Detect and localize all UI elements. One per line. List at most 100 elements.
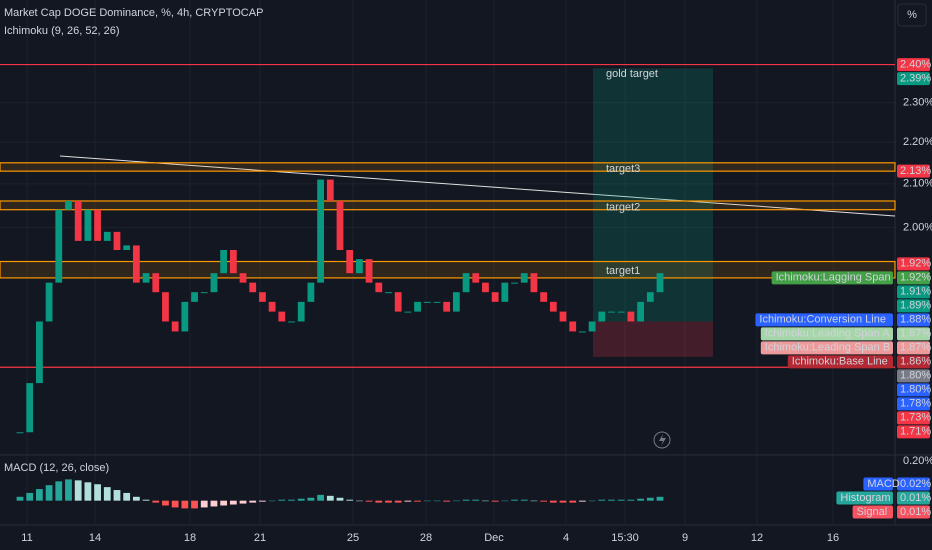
candle [249, 282, 257, 293]
x-tick-label: 25 [347, 532, 359, 544]
macd-histogram-bar [200, 500, 208, 508]
price-tag-label: 1.78% [900, 398, 931, 410]
candle [627, 311, 635, 322]
macd-histogram-bar [501, 500, 509, 502]
scale-unit: % [907, 9, 917, 21]
macd-histogram-bar [123, 492, 131, 501]
candle [501, 282, 509, 302]
price-tag [897, 313, 930, 327]
candle [365, 259, 373, 283]
price-tag [897, 58, 930, 72]
price-tag [897, 369, 930, 383]
x-tick-label: 15:30 [611, 532, 639, 544]
x-tick-label: 18 [184, 532, 196, 544]
price-tag [897, 383, 930, 397]
series-name-label: Ichimoku:Leading Span B [765, 342, 890, 354]
series-name-tag [863, 477, 893, 491]
price-tag [897, 491, 930, 505]
level-band [0, 200, 896, 211]
y-tick-label: 2.20% [903, 136, 932, 148]
series-name-tag [787, 355, 893, 369]
macd-histogram-bar [462, 499, 470, 501]
macd-histogram-bar [132, 496, 140, 501]
candle [200, 292, 208, 294]
scale-button[interactable] [897, 3, 927, 27]
candle [326, 179, 334, 201]
candle [608, 311, 615, 313]
price-tag [897, 327, 930, 341]
price-tag-label: 1.89% [900, 300, 931, 312]
price-tag-label: 0.02% [900, 478, 931, 490]
price-tag [897, 477, 930, 491]
series-name-label: Ichimoku:Leading Span A [765, 328, 890, 340]
alert-icon[interactable] [653, 431, 671, 449]
series-name-tag [852, 505, 893, 519]
candle [414, 301, 421, 312]
macd-histogram-bar [472, 499, 480, 501]
price-tag-label: 1.92% [900, 258, 931, 270]
annotation: target3 [606, 163, 640, 175]
macd-histogram-bar [307, 497, 315, 501]
price-tag [897, 411, 930, 425]
macd-histogram-bar [142, 499, 150, 501]
macd-histogram-bar [191, 500, 198, 509]
macd-histogram-bar [268, 500, 276, 502]
macd-histogram-bar [588, 500, 596, 502]
macd-histogram-bar [637, 498, 644, 501]
macd-histogram-bar [443, 500, 451, 502]
candle [579, 331, 586, 333]
series-name-tag [771, 271, 893, 285]
macd-histogram-bar [152, 500, 160, 503]
candle [55, 209, 63, 283]
x-tick-label: 14 [89, 532, 101, 544]
candle [317, 179, 324, 283]
annotation: target1 [606, 265, 640, 277]
candle [559, 311, 567, 322]
candle [191, 292, 198, 302]
macd-histogram-bar [520, 499, 528, 501]
macd-histogram-bar [36, 489, 43, 501]
position-target-zone [593, 68, 713, 322]
macd-histogram-bar [491, 500, 499, 502]
macd-histogram-bar [540, 500, 548, 502]
macd-histogram-bar [278, 499, 286, 501]
price-tag [897, 341, 930, 355]
macd-histogram-bar [559, 500, 567, 503]
macd-histogram-bar [16, 496, 24, 501]
price-tag [897, 299, 930, 313]
macd-histogram-bar [171, 500, 179, 508]
candle [74, 200, 82, 241]
price-tag [897, 72, 930, 86]
trend-line [59, 155, 896, 217]
candle [229, 249, 237, 274]
candle [346, 249, 354, 274]
price-tag-label: 1.87% [900, 342, 931, 354]
candle [26, 383, 34, 433]
x-tick-label: 16 [827, 532, 839, 544]
candle [472, 273, 480, 283]
series-name-label: MACD [867, 478, 899, 490]
x-tick-label: 11 [21, 532, 32, 544]
macd-histogram-bar [549, 500, 557, 503]
macd-histogram-bar [220, 500, 228, 506]
series-name-tag [760, 341, 893, 355]
candle [540, 292, 548, 302]
y-tick-label: 2.00% [903, 221, 932, 233]
macd-histogram-bar [103, 487, 111, 501]
price-tag-label: 1.80% [900, 384, 931, 396]
price-tag [897, 271, 930, 285]
candle [385, 292, 392, 294]
macd-histogram-bar [181, 500, 189, 509]
candle [452, 292, 460, 312]
macd-histogram-bar [656, 496, 664, 501]
series-name-label: Histogram [840, 492, 890, 504]
x-tick-label: 28 [420, 532, 432, 544]
level-band [0, 162, 896, 172]
macd-histogram-bar [356, 500, 363, 502]
series-name-label: Ichimoku:Base Line [792, 356, 888, 368]
series-name-label: Ichimoku:Lagging Span [776, 272, 891, 284]
price-tag-label: 2.39% [900, 72, 931, 84]
candle [210, 273, 218, 293]
series-name-label: Signal [857, 506, 888, 518]
